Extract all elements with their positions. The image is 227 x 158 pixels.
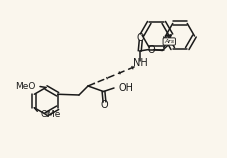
- Text: O: O: [137, 33, 145, 43]
- Text: NH: NH: [133, 58, 148, 68]
- Text: O: O: [148, 45, 155, 55]
- Text: Ars: Ars: [164, 39, 174, 44]
- Text: OH: OH: [118, 83, 133, 93]
- Text: O: O: [101, 100, 108, 110]
- Text: MeO: MeO: [15, 82, 35, 91]
- Text: OMe: OMe: [40, 110, 61, 119]
